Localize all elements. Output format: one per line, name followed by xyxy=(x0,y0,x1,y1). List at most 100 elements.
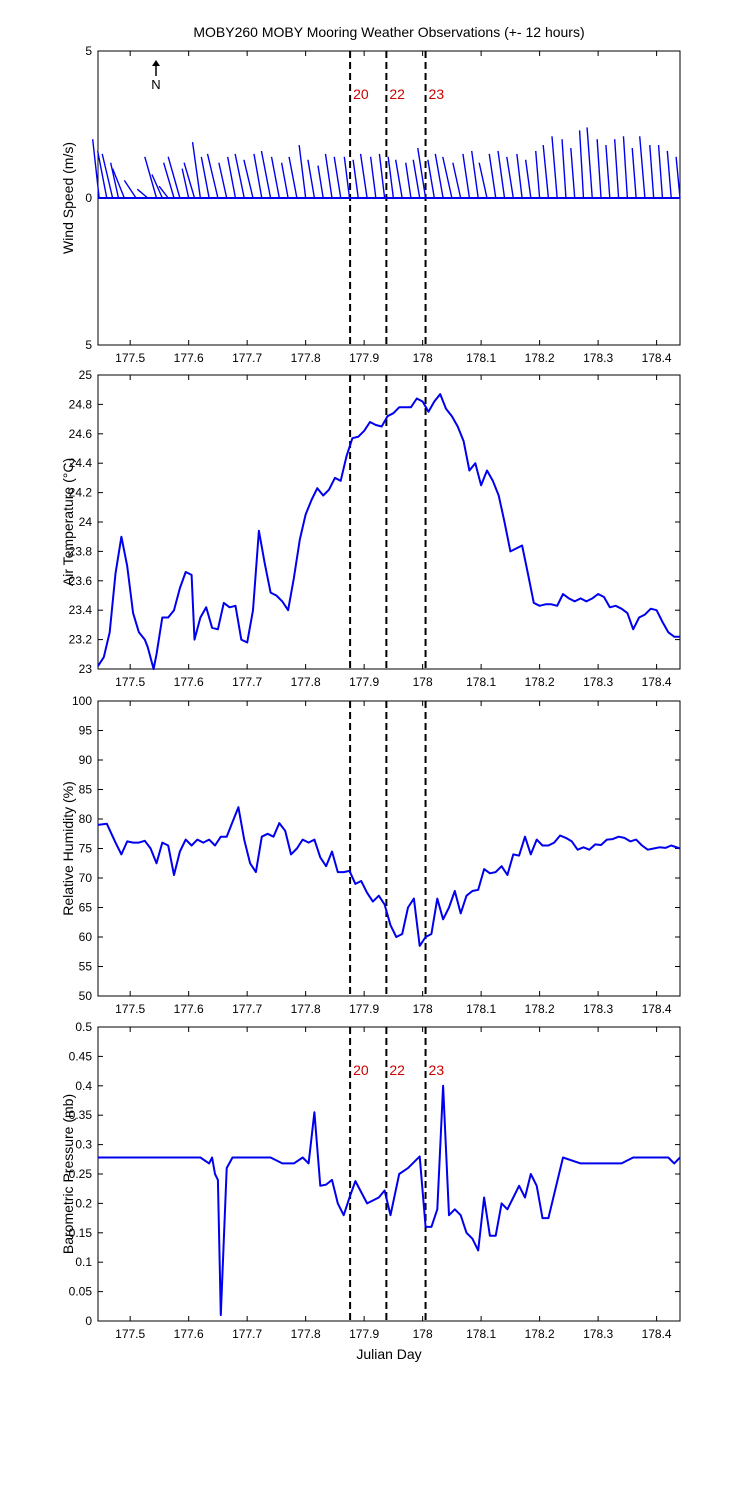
y-axis-label: Air Temperature (°C) xyxy=(60,458,76,586)
y-tick-label: 24.6 xyxy=(69,427,93,441)
y-tick-label: 0.05 xyxy=(69,1285,93,1299)
wind-stick xyxy=(181,168,190,199)
x-tick-label: 178.2 xyxy=(525,675,555,689)
wind-stick xyxy=(200,156,210,199)
relative-humidity-panel: 177.5 177.6 177.7 177.8 177.9 178 178.1 178.2 17… xyxy=(60,694,681,1016)
x-tick-label: 178.4 xyxy=(642,351,672,365)
chart-title: MOBY260 MOBY Mooring Weather Observation… xyxy=(193,24,585,40)
x-tick-label: 178.2 xyxy=(525,351,555,365)
y-tick-label: 100 xyxy=(72,694,92,708)
wind-stick xyxy=(586,127,593,199)
data-series-line xyxy=(97,393,680,670)
x-tick-label: 178.1 xyxy=(466,675,496,689)
barometric-pressure-panel: 177.5 177.6 177.7 177.8 177.9 178 178.1 178.2 17… xyxy=(60,1020,681,1341)
y-tick-label: 0.35 xyxy=(69,1108,93,1122)
wind-stick xyxy=(109,162,120,199)
y-tick-label: 23.6 xyxy=(69,574,93,588)
y-tick-label: 0.5 xyxy=(75,1020,92,1034)
y-tick-label: 23.8 xyxy=(69,544,93,558)
wind-stick xyxy=(91,139,100,199)
y-tick-label: 0.45 xyxy=(69,1049,93,1063)
wind-stick xyxy=(442,156,453,199)
x-tick-label: 178 xyxy=(413,1002,433,1016)
y-tick-label: 50 xyxy=(79,989,93,1003)
wind-stick xyxy=(343,156,351,199)
time-marker-label: 23 xyxy=(429,1062,445,1078)
wind-stick xyxy=(524,159,532,199)
wind-stick xyxy=(270,156,281,199)
wind-stick xyxy=(516,153,523,199)
wind-stick xyxy=(378,153,386,199)
wind-stick xyxy=(226,156,237,199)
y-tick-label: 0 xyxy=(85,1314,92,1328)
y-tick-label: 0.1 xyxy=(75,1255,92,1269)
wind-stick xyxy=(666,150,672,199)
time-marker-label: 22 xyxy=(389,86,405,102)
wind-stick xyxy=(307,159,316,199)
time-marker-label: 23 xyxy=(429,86,445,102)
y-tick-label: 24 xyxy=(79,515,93,529)
wind-stick xyxy=(333,156,342,199)
y-tick-label: 55 xyxy=(79,960,93,974)
x-tick-label: 178.3 xyxy=(583,1002,613,1016)
wind-stick xyxy=(158,185,169,199)
wind-stick xyxy=(427,159,436,199)
wind-stick xyxy=(561,139,567,199)
x-tick-label: 178.2 xyxy=(525,1327,555,1341)
wind-stick xyxy=(417,147,427,199)
wind-stick xyxy=(96,150,108,199)
wind-stick xyxy=(317,165,324,199)
wind-stick xyxy=(243,159,254,199)
x-tick-label: 177.5 xyxy=(115,351,145,365)
wind-stick xyxy=(260,150,272,199)
data-series-line xyxy=(98,1084,681,1317)
wind-stick xyxy=(551,136,558,199)
wind-stick xyxy=(183,162,196,199)
wind-stick xyxy=(394,159,403,199)
wind-stick xyxy=(253,153,263,199)
data-series-line xyxy=(97,806,681,947)
y-tick-label: 0.25 xyxy=(69,1167,93,1181)
wind-stick xyxy=(506,156,514,199)
x-tick-label: 177.8 xyxy=(291,351,321,365)
y-tick-label: 0.3 xyxy=(75,1138,92,1152)
wind-stick xyxy=(478,162,488,199)
wind-stick xyxy=(497,150,506,199)
wind-stick xyxy=(136,188,149,199)
y-tick-label: 23.2 xyxy=(69,633,93,647)
wind-stick xyxy=(167,156,181,199)
x-tick-label: 177.7 xyxy=(232,1002,262,1016)
x-tick-label: 178 xyxy=(413,1327,433,1341)
wind-stick xyxy=(298,144,307,199)
y-tick-label: 23.4 xyxy=(69,603,93,617)
wind-stick xyxy=(542,145,550,199)
wind-stick xyxy=(369,156,377,199)
x-tick-label: 177.9 xyxy=(349,1327,379,1341)
x-tick-label: 178.2 xyxy=(525,1002,555,1016)
y-axis-label: Wind Speed (m/s) xyxy=(60,142,76,254)
y-tick-label: 70 xyxy=(79,871,93,885)
x-tick-label: 177.8 xyxy=(291,675,321,689)
y-tick-label: 80 xyxy=(79,812,93,826)
wind-speed-panel: 177.5 177.6 177.7 177.8 177.9 178 178.1 178.2 17… xyxy=(60,44,681,365)
x-tick-label: 177.6 xyxy=(174,351,204,365)
wind-stick xyxy=(596,139,602,199)
x-tick-label: 177.5 xyxy=(115,1002,145,1016)
x-tick-label: 177.5 xyxy=(115,1327,145,1341)
y-tick-label: 23 xyxy=(79,662,93,676)
wind-stick xyxy=(123,179,137,199)
y-tick-label: 0 xyxy=(85,191,92,205)
x-tick-label: 178 xyxy=(413,675,433,689)
x-tick-label: 177.6 xyxy=(174,1002,204,1016)
wind-stick xyxy=(622,136,629,199)
y-tick-label: 65 xyxy=(79,901,93,915)
x-tick-label: 177.6 xyxy=(174,675,204,689)
north-arrow-icon xyxy=(152,60,160,66)
wind-stick xyxy=(613,139,620,199)
x-tick-label: 178.3 xyxy=(583,351,613,365)
wind-stick xyxy=(434,153,444,199)
wind-stick xyxy=(639,136,646,199)
wind-stick xyxy=(288,156,298,199)
wind-stick xyxy=(462,153,471,199)
